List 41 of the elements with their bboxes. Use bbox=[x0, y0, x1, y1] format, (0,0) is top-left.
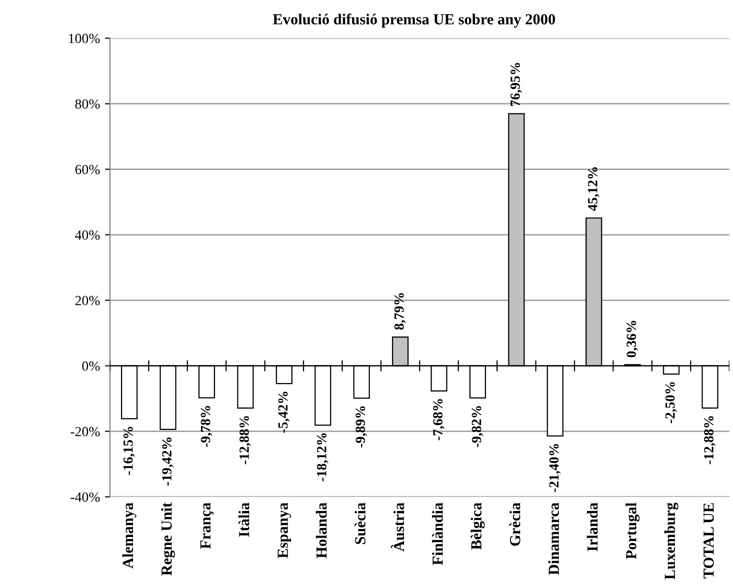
x-tick-label: Holanda bbox=[316, 502, 327, 558]
x-tick-label: Alemanya bbox=[122, 502, 136, 568]
data-label: -19,42% bbox=[162, 438, 174, 486]
y-tick-label: 0% bbox=[82, 361, 100, 371]
x-tick-label: Finlàndia bbox=[432, 502, 443, 565]
data-label: -5,42% bbox=[278, 392, 290, 433]
data-label: -7,68% bbox=[433, 399, 444, 440]
data-label: -2,50% bbox=[665, 382, 677, 424]
data-label: -9,78% bbox=[200, 406, 212, 448]
x-tick-label: Luxemburg bbox=[664, 502, 678, 580]
data-label: 76,95% bbox=[510, 63, 522, 106]
y-tick-label: 80% bbox=[75, 99, 100, 109]
x-tick-label: Bèlgica bbox=[470, 502, 485, 550]
y-tick-label: -20% bbox=[70, 426, 100, 436]
x-tick-label: Irlanda bbox=[586, 502, 598, 552]
y-tick-label: 100% bbox=[69, 34, 100, 44]
y-tick-label: 60% bbox=[75, 164, 100, 174]
data-label: -9,82% bbox=[472, 406, 484, 448]
x-tick-label: França bbox=[200, 502, 214, 549]
x-tick-label: Espanya bbox=[278, 502, 292, 558]
data-label: 0,36% bbox=[626, 320, 638, 358]
y-tick-label: 20% bbox=[75, 296, 100, 306]
data-label: -9,89% bbox=[356, 406, 368, 448]
data-label: 45,12% bbox=[588, 167, 600, 211]
data-label: 8,79% bbox=[394, 293, 406, 330]
y-tick-label: -40% bbox=[70, 492, 100, 502]
x-tick-label: Grècia bbox=[509, 502, 520, 546]
x-tick-label: Dinamarca bbox=[548, 502, 559, 575]
data-label: -21,40% bbox=[549, 444, 561, 492]
x-tick-label: Suècia bbox=[354, 502, 366, 544]
x-tick-label: Àustria bbox=[390, 502, 404, 552]
x-tick-label: Itàlia bbox=[238, 502, 250, 537]
chart-title: Evolució difusió premsa UE sobre any 2000 bbox=[272, 14, 556, 28]
y-tick-label: 40% bbox=[75, 230, 100, 240]
x-tick-label: Regne Unit bbox=[161, 502, 176, 576]
data-label: -12,88% bbox=[704, 416, 716, 464]
x-tick-label: TOTAL UE bbox=[704, 503, 714, 578]
data-label: -18,12% bbox=[316, 433, 328, 482]
x-tick-label: Portugal bbox=[626, 502, 640, 560]
data-label: -12,88% bbox=[240, 416, 251, 464]
data-label: -16,15% bbox=[123, 426, 135, 475]
